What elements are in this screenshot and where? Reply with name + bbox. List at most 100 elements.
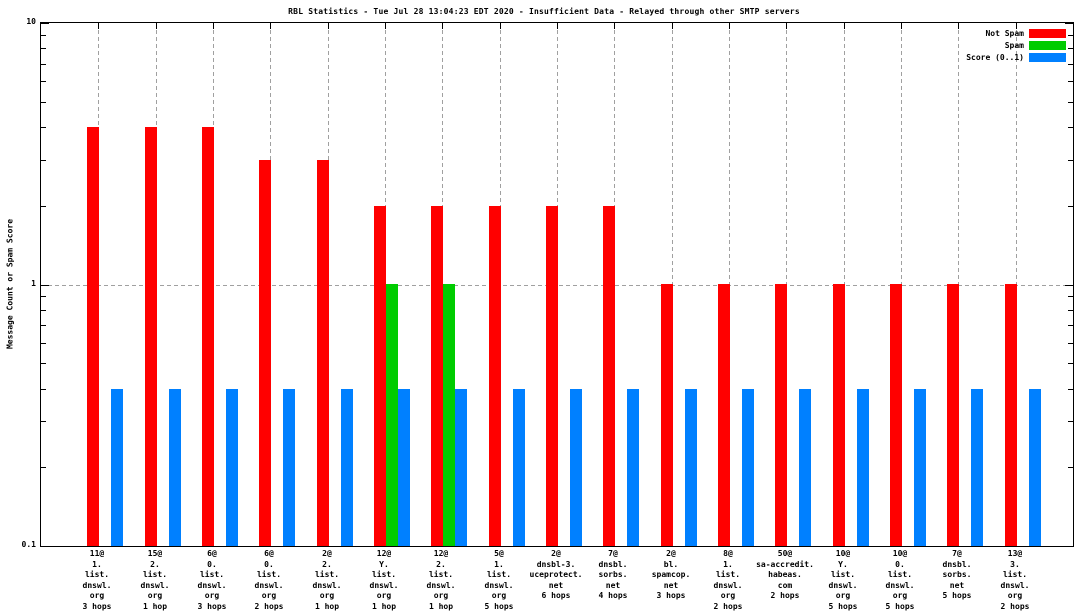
y-tick-minor bbox=[41, 35, 46, 36]
x-tick-label: 12@ 2. list. dnswl. org 1 hop bbox=[427, 549, 456, 612]
x-tick-label-line: dnswl. bbox=[82, 580, 112, 590]
x-tick-label-line: org bbox=[147, 591, 163, 600]
x-tick-label-line: 2 hops bbox=[713, 601, 743, 611]
x-tick-label-line: 10@ bbox=[892, 549, 908, 558]
x-tick-label-line: 0. bbox=[895, 559, 905, 569]
x-tick-label-line: org bbox=[835, 591, 851, 600]
y-tick-minor bbox=[1068, 64, 1073, 65]
x-tick-label-line: dnswl. bbox=[713, 580, 743, 590]
x-tick bbox=[500, 23, 501, 29]
x-tick-label-line: Y. bbox=[379, 559, 389, 569]
x-tick-label-line: 50@ bbox=[777, 549, 793, 558]
y-tick-minor bbox=[41, 81, 46, 82]
bar-score-0-1 bbox=[685, 389, 697, 546]
x-tick-label-line: 7@ bbox=[952, 549, 962, 558]
x-tick-label-line: dnswl. bbox=[140, 580, 170, 590]
x-tick-label: 10@ 0. list. dnswl. org 5 hops bbox=[886, 549, 915, 612]
bar-score-0-1 bbox=[283, 389, 295, 546]
bar-score-0-1 bbox=[857, 389, 869, 546]
bar-not-spam bbox=[374, 206, 386, 546]
x-tick-label-line: bl. bbox=[663, 559, 679, 569]
x-tick-label-line: 2@ bbox=[322, 549, 332, 558]
y-tick-minor bbox=[41, 296, 46, 297]
x-tick-label-line: 4 hops bbox=[598, 591, 628, 600]
x-tick-label-line: dnswl. bbox=[484, 580, 514, 590]
x-tick-label-line: 5 hops bbox=[828, 601, 858, 611]
x-tick-label-line: 2@ bbox=[666, 549, 676, 558]
y-tick-major bbox=[1065, 23, 1073, 24]
x-tick-label-line: dnswl. bbox=[197, 580, 227, 590]
x-tick-label-line: dnswl. bbox=[828, 580, 858, 590]
y-tick-minor bbox=[41, 160, 46, 161]
y-tick-major bbox=[41, 23, 49, 24]
bar-score-0-1 bbox=[341, 389, 353, 546]
legend: Not Spam Spam Score (0..1) bbox=[966, 27, 1066, 63]
y-tick-major bbox=[1065, 285, 1073, 286]
y-tick-minor bbox=[41, 363, 46, 364]
x-tick bbox=[442, 23, 443, 29]
y-tick-minor bbox=[41, 343, 46, 344]
y-tick-minor bbox=[1068, 296, 1073, 297]
y-tick-minor bbox=[41, 127, 46, 128]
x-tick-label-line: net bbox=[949, 580, 965, 590]
x-tick-label: 2@ bl. spamcop. net 3 hops bbox=[652, 549, 691, 602]
y-tick-minor bbox=[41, 102, 46, 103]
x-tick-label-line: 5 hops bbox=[942, 591, 972, 600]
x-tick-label-line: 2 hops bbox=[770, 591, 800, 600]
x-tick-label-line: 7@ bbox=[608, 549, 618, 558]
y-tick-minor bbox=[41, 421, 46, 422]
x-tick-label-line: 2@ bbox=[551, 549, 561, 558]
x-tick-label-line: 5 hops bbox=[885, 601, 915, 611]
x-tick-label: 13@ 3. list. dnswl. org 2 hops bbox=[1001, 549, 1030, 612]
x-tick-label-line: org bbox=[319, 591, 335, 600]
bar-not-spam bbox=[833, 284, 845, 546]
x-tick-label: 8@ 1. list. dnswl. org 2 hops bbox=[714, 549, 743, 612]
x-tick-label: 2@ dnsbl-3. uceprotect. net 6 hops bbox=[530, 549, 583, 602]
x-tick-label-line: 2 hops bbox=[1000, 601, 1030, 611]
x-tick-label-line: 11@ bbox=[89, 549, 105, 558]
legend-entry-score-0-1: Score (0..1) bbox=[966, 51, 1066, 63]
x-tick bbox=[729, 23, 730, 29]
legend-entry-not-spam: Not Spam bbox=[966, 27, 1066, 39]
bar-not-spam bbox=[317, 160, 329, 546]
x-tick bbox=[614, 23, 615, 29]
x-tick bbox=[270, 23, 271, 29]
x-tick-label-line: 6@ bbox=[264, 549, 274, 558]
x-tick-label-line: dnsbl. bbox=[942, 559, 972, 569]
y-tick-minor bbox=[1068, 467, 1073, 468]
y-tick-label: 10 bbox=[26, 17, 36, 26]
y-tick-minor bbox=[1068, 421, 1073, 422]
bar-score-0-1 bbox=[169, 389, 181, 546]
y-tick-minor bbox=[41, 206, 46, 207]
bar-score-0-1 bbox=[742, 389, 754, 546]
bar-not-spam bbox=[546, 206, 558, 546]
x-tick-label-line: 13@ bbox=[1007, 549, 1023, 558]
bar-not-spam bbox=[661, 284, 673, 546]
y-tick-minor bbox=[1068, 343, 1073, 344]
x-tick-label-line: dnswl. bbox=[369, 580, 399, 590]
bar-not-spam bbox=[87, 127, 99, 546]
x-tick-label-line: list. bbox=[84, 570, 110, 579]
x-tick-label: 6@ 0. list. dnswl. org 2 hops bbox=[255, 549, 284, 612]
x-tick-label-line: 12@ bbox=[376, 549, 392, 558]
y-tick-minor bbox=[41, 467, 46, 468]
x-tick-label-line: list. bbox=[887, 570, 913, 579]
chart-title: RBL Statistics - Tue Jul 28 13:04:23 EDT… bbox=[288, 7, 800, 16]
y-tick-label: 1 bbox=[31, 279, 36, 288]
y-tick-label: 0.1 bbox=[21, 540, 36, 549]
x-tick-label-line: Y. bbox=[838, 559, 848, 569]
x-tick-label-line: 3 hops bbox=[656, 591, 686, 600]
x-tick-label-line: 3 hops bbox=[197, 601, 227, 611]
x-tick-label-line: 10@ bbox=[835, 549, 851, 558]
bar-not-spam bbox=[259, 160, 271, 546]
bar-not-spam bbox=[890, 284, 902, 546]
x-tick-label-line: 3. bbox=[1010, 559, 1020, 569]
y-tick-minor bbox=[41, 48, 46, 49]
x-tick-label-line: sa-accredit. bbox=[756, 559, 814, 569]
y-tick-major bbox=[1065, 546, 1073, 547]
bar-score-0-1 bbox=[398, 389, 410, 546]
x-tick-label-line: org bbox=[376, 591, 392, 600]
x-tick bbox=[328, 23, 329, 29]
x-tick-label-line: dnsbl. bbox=[598, 559, 628, 569]
x-tick-label-line: net bbox=[663, 580, 679, 590]
